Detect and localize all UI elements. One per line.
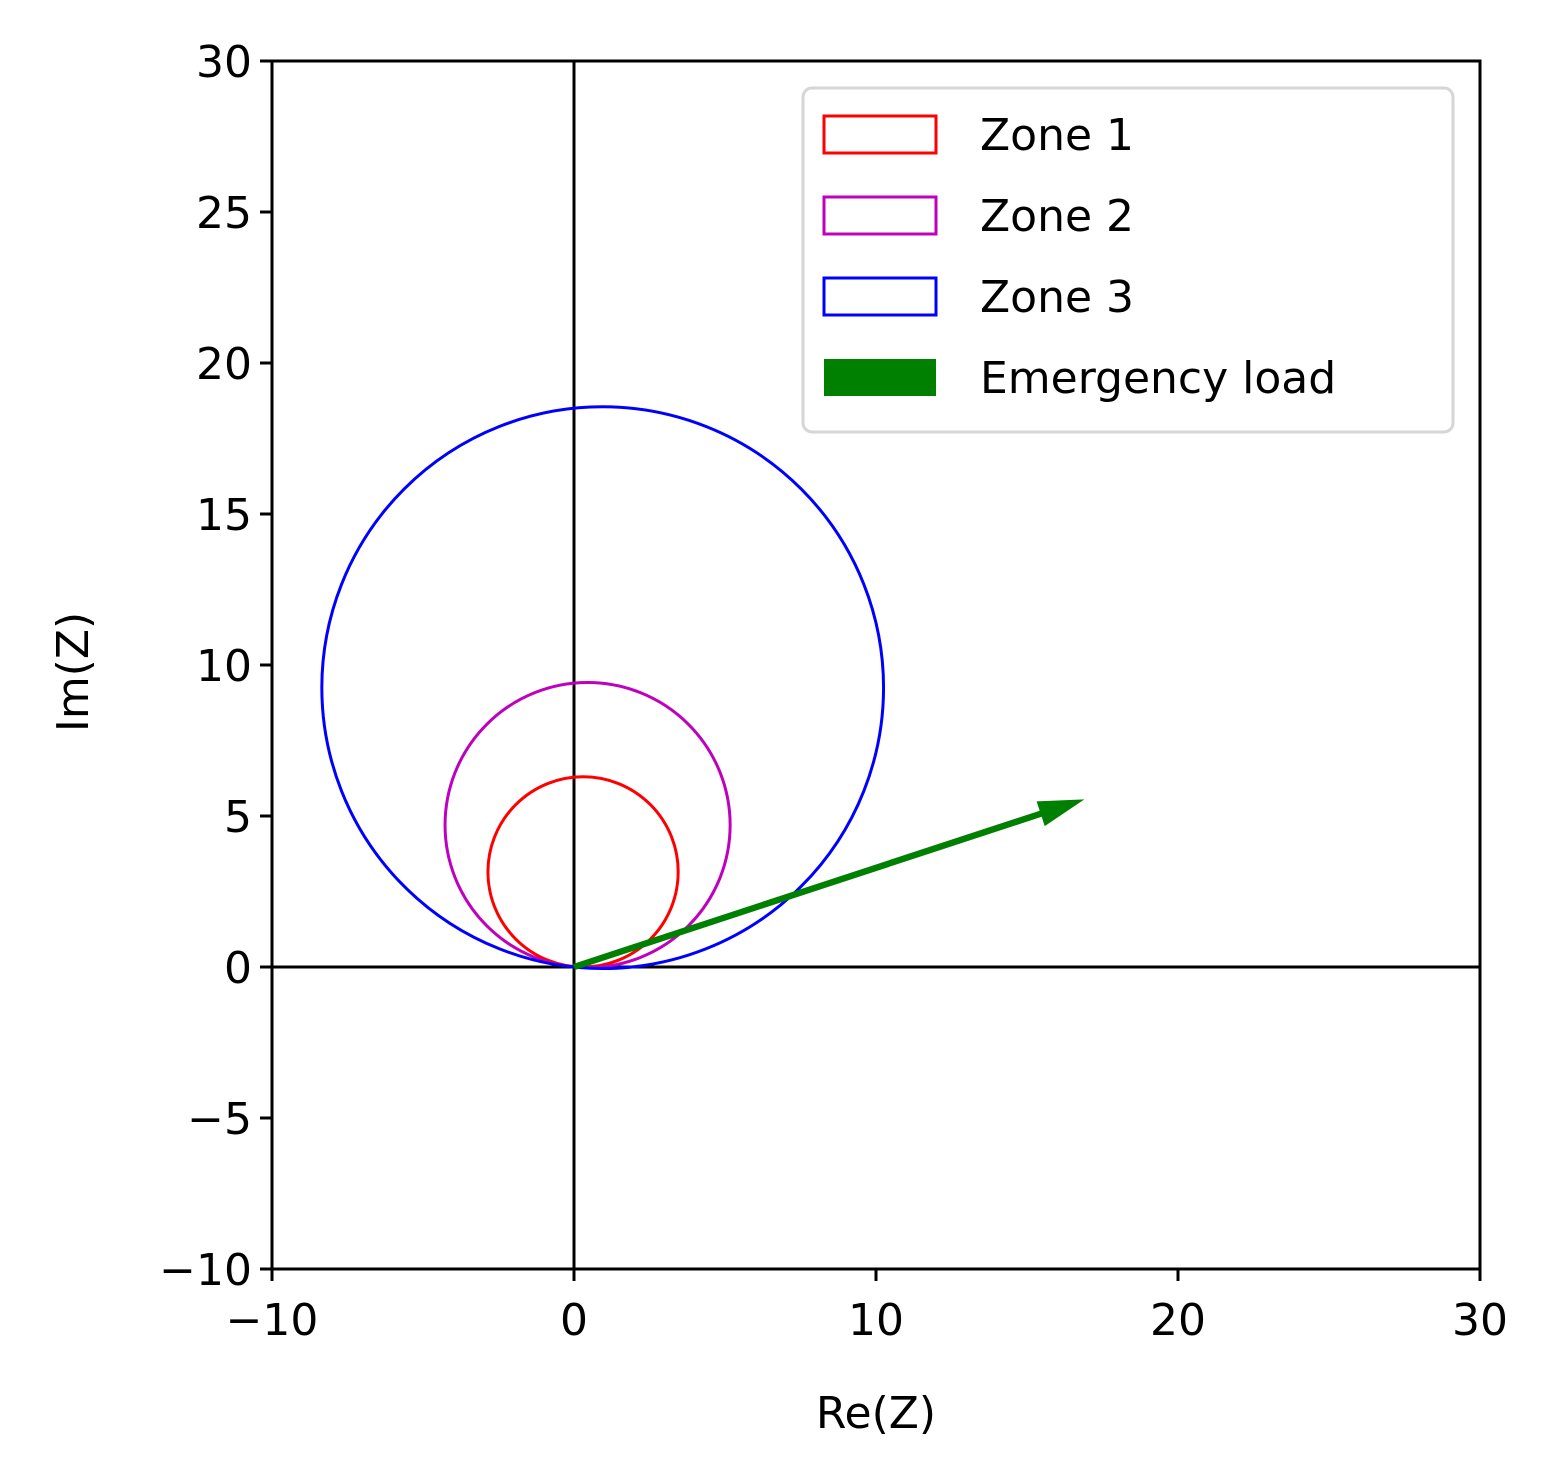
legend-item: Emergency load (824, 353, 1336, 404)
y-axis-ticks: −10 −5 0 5 10 15 20 25 30 (159, 37, 272, 1296)
reference-lines (272, 61, 1480, 1269)
x-axis-title: Re(Z) (816, 1388, 936, 1439)
legend-item: Zone 3 (822, 272, 1134, 323)
legend-label: Zone 3 (980, 272, 1134, 323)
emergency-load-arrow (573, 799, 1085, 971)
x-tick-label: −10 (226, 1295, 319, 1346)
legend-label: Zone 2 (980, 191, 1134, 242)
y-tick-label: 10 (196, 641, 252, 692)
x-axis-ticks: −10 0 10 20 30 (226, 1269, 1508, 1346)
legend-swatch (824, 359, 936, 396)
legend-label: Zone 1 (980, 110, 1134, 161)
y-tick-label: −5 (187, 1094, 252, 1145)
y-tick-label: 20 (196, 339, 252, 390)
legend-swatch (822, 114, 938, 155)
zone-circle-3 (320, 405, 886, 971)
y-tick-label: 30 (196, 37, 252, 88)
x-tick-label: 20 (1150, 1295, 1206, 1346)
legend-item: Zone 1 (822, 110, 1134, 161)
y-tick-label: 25 (196, 188, 252, 239)
legend-label: Emergency load (980, 353, 1336, 404)
legend-box (801, 86, 1455, 434)
y-tick-label: −10 (159, 1245, 252, 1296)
y-tick-label: 5 (224, 792, 252, 843)
legend-swatch (822, 276, 938, 317)
y-tick-label: 0 (224, 943, 252, 994)
y-axis-title: Im(Z) (48, 612, 99, 732)
x-tick-label: 10 (848, 1295, 904, 1346)
plot-area (272, 61, 1480, 1269)
x-tick-label: 30 (1452, 1295, 1508, 1346)
legend: Zone 1 Zone 2 Zone 3 Emergency load (801, 86, 1455, 434)
y-tick-label: 15 (196, 490, 252, 541)
legend-item: Zone 2 (822, 191, 1134, 242)
x-tick-label: 0 (560, 1295, 588, 1346)
legend-swatch (822, 195, 938, 236)
series-layer (320, 405, 1085, 971)
